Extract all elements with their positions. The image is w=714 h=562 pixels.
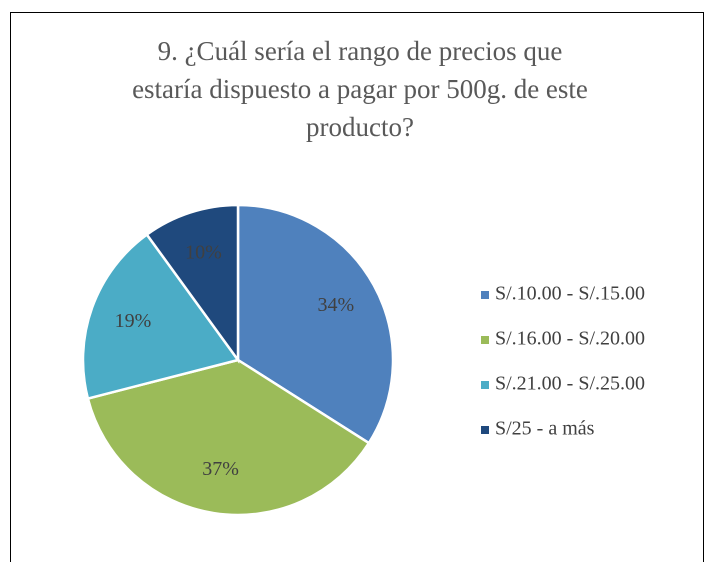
chart-frame — [10, 12, 704, 562]
legend-label: S/.10.00 - S/.15.00 — [495, 283, 645, 305]
legend-swatch — [481, 426, 489, 434]
legend-swatch — [481, 336, 489, 344]
legend-label: S/25 - a más — [495, 418, 595, 440]
data-label: 34% — [317, 294, 354, 316]
legend-swatch — [481, 381, 489, 389]
pie-slice — [86, 358, 371, 517]
data-label: 19% — [115, 310, 152, 332]
pie-slice — [145, 203, 240, 364]
data-label: 37% — [202, 458, 239, 480]
pie-slice — [81, 232, 241, 401]
data-label: 10% — [185, 241, 222, 263]
legend-label: S/.21.00 - S/.25.00 — [495, 373, 645, 395]
legend-label: S/.16.00 - S/.20.00 — [495, 328, 645, 350]
legend-swatch — [481, 291, 489, 299]
chart-title: 9. ¿Cuál sería el rango de precios que e… — [132, 36, 588, 142]
